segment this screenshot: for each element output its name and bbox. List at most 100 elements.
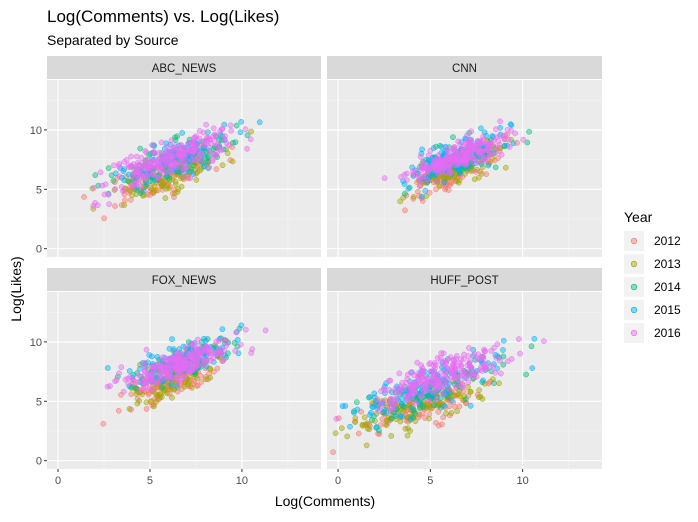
data-point bbox=[156, 155, 163, 162]
data-point bbox=[151, 370, 157, 377]
data-point bbox=[396, 370, 403, 377]
data-point bbox=[426, 415, 432, 422]
data-point bbox=[339, 403, 346, 409]
data-point bbox=[497, 124, 504, 131]
data-point bbox=[459, 382, 466, 389]
data-point bbox=[198, 157, 205, 163]
facet-strip bbox=[327, 268, 602, 291]
data-point bbox=[375, 408, 382, 414]
data-point bbox=[456, 403, 463, 410]
data-point bbox=[152, 390, 159, 397]
data-point bbox=[493, 149, 499, 156]
data-point bbox=[139, 360, 146, 366]
data-point bbox=[200, 129, 207, 136]
data-point bbox=[202, 142, 209, 149]
data-point bbox=[134, 171, 140, 178]
legend-item-2014: 2014 bbox=[624, 277, 681, 297]
data-point bbox=[415, 411, 422, 418]
data-point bbox=[482, 365, 489, 372]
data-point bbox=[451, 174, 458, 180]
data-point bbox=[386, 387, 393, 393]
data-point bbox=[210, 125, 217, 132]
data-point bbox=[457, 151, 464, 158]
data-point bbox=[194, 336, 201, 343]
data-point bbox=[528, 343, 535, 350]
data-point bbox=[397, 412, 404, 419]
data-point bbox=[427, 381, 434, 388]
data-point bbox=[404, 396, 411, 402]
data-point bbox=[100, 420, 107, 427]
data-point bbox=[408, 404, 415, 411]
data-point bbox=[353, 399, 360, 406]
data-point bbox=[456, 393, 463, 400]
data-point bbox=[498, 151, 505, 158]
data-point bbox=[468, 128, 475, 135]
data-point bbox=[116, 161, 123, 167]
data-point bbox=[442, 369, 449, 375]
data-point bbox=[444, 174, 451, 181]
data-point bbox=[156, 374, 163, 380]
legend-title: Year bbox=[624, 209, 653, 225]
data-point bbox=[126, 368, 133, 374]
data-point bbox=[381, 406, 388, 413]
data-point bbox=[181, 383, 188, 390]
data-point bbox=[199, 356, 206, 363]
data-point bbox=[426, 397, 432, 404]
data-point bbox=[151, 363, 157, 369]
data-point bbox=[393, 413, 399, 419]
data-point bbox=[165, 357, 172, 364]
data-point bbox=[500, 353, 507, 360]
data-point bbox=[190, 171, 197, 178]
data-point bbox=[330, 449, 336, 455]
data-point bbox=[156, 166, 162, 172]
data-point bbox=[459, 147, 466, 154]
legend-key-point bbox=[630, 260, 638, 268]
data-point bbox=[510, 140, 517, 147]
data-point bbox=[492, 369, 499, 376]
data-point bbox=[190, 144, 197, 151]
data-point bbox=[466, 345, 472, 351]
data-point bbox=[204, 129, 211, 136]
data-point bbox=[143, 399, 150, 406]
data-point bbox=[178, 183, 185, 190]
data-point bbox=[475, 159, 482, 165]
data-point bbox=[440, 350, 447, 357]
facet-panel-huff-post: HUFF_POST 0 5 10 bbox=[327, 268, 602, 487]
data-point bbox=[207, 353, 214, 360]
data-point bbox=[180, 167, 187, 173]
data-point bbox=[185, 368, 192, 375]
data-point bbox=[351, 408, 357, 415]
data-point bbox=[128, 197, 134, 203]
legend-label: 2013 bbox=[654, 257, 681, 271]
y-tick-label: 5 bbox=[36, 184, 42, 196]
data-point bbox=[471, 176, 478, 183]
data-point bbox=[437, 369, 444, 376]
data-point bbox=[409, 390, 416, 396]
data-point bbox=[490, 363, 497, 370]
data-point bbox=[143, 163, 150, 170]
data-point bbox=[427, 405, 434, 412]
data-point bbox=[462, 170, 468, 177]
data-point bbox=[193, 177, 200, 183]
facet-panel-abc-news: ABC_NEWS 0 5 10 bbox=[30, 56, 321, 257]
data-point bbox=[205, 345, 212, 352]
data-point bbox=[201, 163, 207, 170]
data-point bbox=[378, 388, 384, 394]
data-point bbox=[208, 350, 215, 356]
data-point bbox=[397, 418, 404, 425]
data-point bbox=[178, 367, 185, 374]
data-point bbox=[479, 353, 486, 360]
data-point bbox=[430, 362, 437, 369]
data-point bbox=[131, 380, 138, 387]
data-point bbox=[387, 405, 394, 412]
data-point bbox=[130, 376, 136, 383]
data-point bbox=[512, 130, 518, 137]
y-tick-label: 0 bbox=[36, 244, 42, 256]
data-point bbox=[203, 357, 209, 364]
data-point bbox=[458, 158, 464, 165]
data-point bbox=[164, 143, 170, 150]
x-tick-label: 5 bbox=[147, 475, 153, 487]
data-point bbox=[219, 126, 226, 132]
legend-item-2013: 2013 bbox=[624, 254, 681, 274]
data-point bbox=[408, 416, 414, 422]
